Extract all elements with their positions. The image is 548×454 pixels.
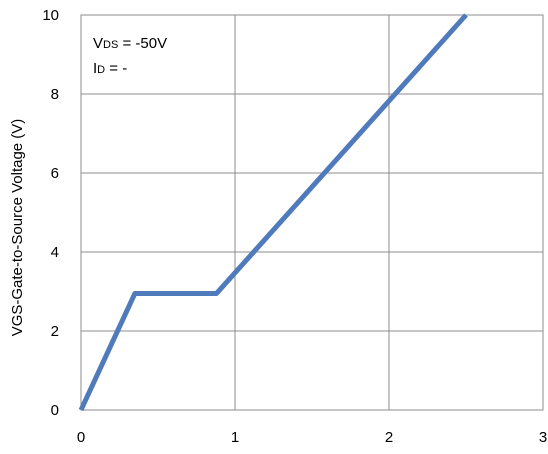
y-tick-label-6: 6 [51, 165, 59, 182]
grid [80, 14, 544, 411]
plot-border [80, 14, 544, 411]
x-tick-label-1: 1 [231, 429, 239, 446]
annotation-id-suffix: = - [105, 60, 127, 77]
y-axis-title: VGS-Gate-to-Source Voltage (V) [9, 119, 26, 337]
y-tick-label-4: 4 [51, 244, 59, 261]
y-tick-label-0: 0 [51, 402, 59, 419]
annotation-id: ID = - [93, 60, 127, 77]
x-tick-label-3: 3 [539, 429, 547, 446]
x-tick-label-2: 2 [385, 429, 393, 446]
annotation-box: VDS = -50V ID = - [93, 35, 167, 77]
series-line-0 [78, 13, 468, 412]
annotation-vds-sub: DS [103, 39, 118, 51]
x-tick-label-0: 0 [77, 429, 85, 446]
plot-frame [80, 14, 544, 411]
annotation-vds-suffix: = -50V [118, 35, 167, 52]
annotation-id-prefix: I [93, 60, 97, 77]
y-tick-label-10: 10 [42, 7, 59, 24]
annotation-vds: VDS = -50V [93, 35, 167, 52]
series-layer [78, 13, 468, 412]
y-tick-label-2: 2 [51, 323, 59, 340]
tick-labels: 0 1 2 3 0 2 4 6 8 10 [42, 7, 547, 446]
annotation-id-sub: D [97, 64, 105, 76]
y-tick-label-8: 8 [51, 86, 59, 103]
annotation-vds-prefix: V [93, 35, 103, 52]
